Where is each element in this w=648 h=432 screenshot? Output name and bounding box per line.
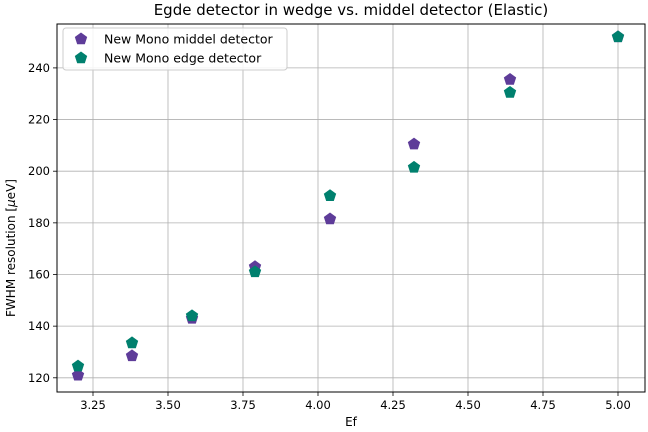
- y-axis-label-prefix: FWHM resolution [: [4, 207, 18, 317]
- legend-label: New Mono edge detector: [104, 51, 262, 66]
- x-axis-label: Ef: [345, 415, 358, 429]
- y-axis-label-unit: eV]: [4, 179, 18, 199]
- data-point-series-2: [503, 85, 517, 98]
- legend-marker: [74, 51, 88, 64]
- y-tick-label: 140: [28, 319, 50, 333]
- legend-box: [62, 27, 288, 71]
- y-tick-label: 240: [28, 61, 50, 75]
- legend: New Mono middel detector New Mono edge de…: [62, 27, 288, 71]
- x-tick-label: 3.25: [80, 398, 106, 412]
- data-point-series-1: [323, 212, 337, 225]
- x-tick-label: 4.75: [530, 398, 556, 412]
- data-points: [71, 30, 625, 381]
- y-tick-label: 120: [28, 371, 50, 385]
- data-point-series-1: [71, 368, 85, 381]
- x-tick-label: 4.00: [305, 398, 331, 412]
- data-point-series-1: [503, 73, 517, 85]
- x-tick-label: 3.50: [155, 398, 181, 412]
- chart-title: Egde detector in wedge vs. middel detect…: [154, 1, 549, 19]
- plot-frame: [56, 23, 646, 393]
- data-point-series-2: [125, 336, 139, 349]
- y-axis-label: FWHM resolution [μeV]: [4, 179, 18, 317]
- legend-label: New Mono middel detector: [104, 32, 274, 47]
- y-tick-label: 180: [28, 216, 50, 230]
- data-point-series-2: [323, 189, 337, 201]
- legend-marker: [74, 32, 88, 45]
- x-tick-label: 3.75: [230, 398, 256, 412]
- y-tick-label: 160: [28, 267, 50, 281]
- data-point-series-2: [71, 359, 85, 372]
- data-point-series-2: [248, 265, 262, 278]
- data-point-series-2: [407, 160, 421, 173]
- x-tick-label: 4.25: [380, 398, 406, 412]
- data-point-series-2: [611, 30, 625, 43]
- x-tick-label: 5.00: [605, 398, 631, 412]
- grid-lines: [57, 24, 645, 392]
- data-point-series-2: [185, 309, 199, 322]
- axis-ticks: 3.25 3.50 3.75 4.00 4.25 4.50 4.75 5.00 120 140 16…: [28, 61, 631, 412]
- data-point-series-1: [407, 137, 421, 150]
- y-axis-label-mu: μ: [4, 199, 18, 208]
- data-point-series-1: [125, 349, 139, 362]
- y-tick-label: 220: [28, 113, 50, 127]
- x-tick-label: 4.50: [455, 398, 481, 412]
- y-tick-label: 200: [28, 164, 50, 178]
